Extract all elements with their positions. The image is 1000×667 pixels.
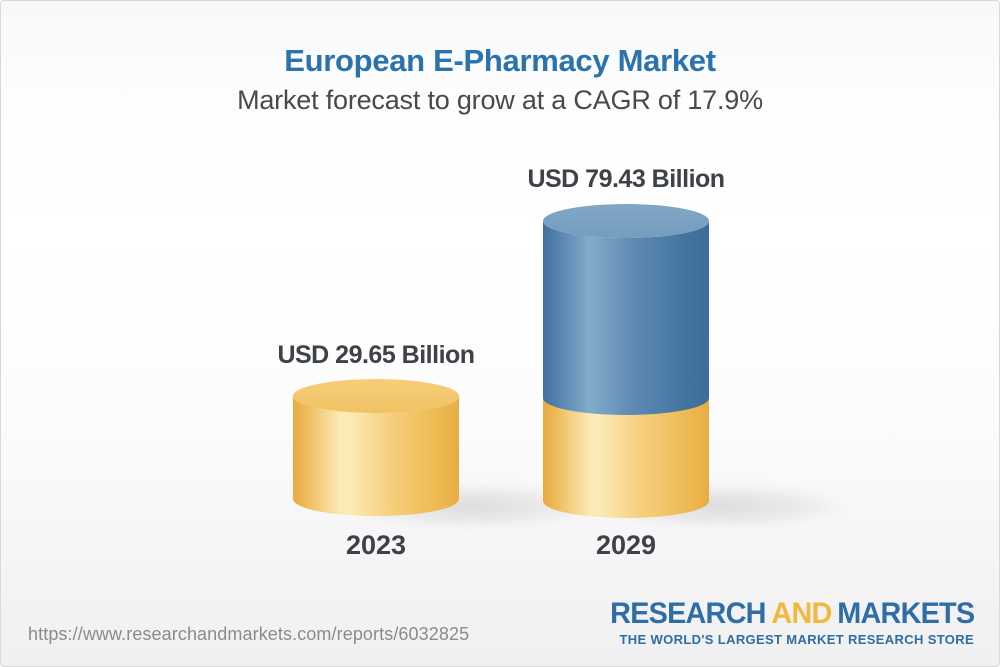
cylinder-top-2029 — [543, 204, 709, 238]
chart-title: European E-Pharmacy Market — [284, 43, 716, 78]
cylinder-top-2023 — [293, 379, 459, 413]
cylinder-body-2029-growth — [543, 221, 709, 415]
logo-word-markets: MARKETS — [836, 597, 975, 630]
logo-word-and: AND — [771, 597, 832, 630]
cylinder-body-2029-base — [543, 398, 709, 518]
cylinder-2023 — [293, 379, 459, 516]
cylinder-body-2023-base — [293, 396, 459, 516]
value-label-2029: USD 79.43 Billion — [527, 165, 725, 193]
research-and-markets-logo: RESEARCH AND MARKETS THE WORLD'S LARGEST M… — [595, 597, 975, 647]
logo-word-research: RESEARCH — [609, 597, 766, 630]
category-label-2023: 2023 — [345, 530, 407, 560]
report-url: https://www.researchandmarkets.com/repor… — [28, 624, 470, 644]
value-label-2023: USD 29.65 Billion — [277, 341, 475, 369]
category-label-2029: 2029 — [595, 530, 657, 560]
chart-subtitle: Market forecast to grow at a CAGR of 17.… — [237, 85, 763, 115]
cylinder-2029 — [543, 204, 709, 518]
logo-wordmark: RESEARCH AND MARKETS — [609, 597, 975, 631]
logo-tagline: THE WORLD'S LARGEST MARKET RESEARCH STOR… — [619, 632, 974, 647]
